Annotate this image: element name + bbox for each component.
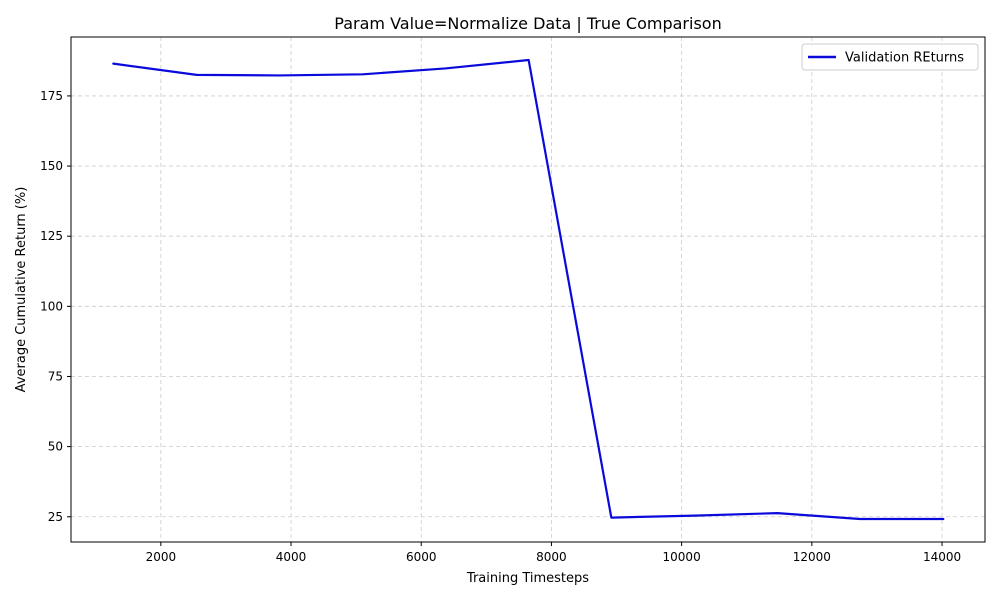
legend: Validation REturns <box>801 43 979 71</box>
x-tick-label-5: 12000 <box>793 550 831 564</box>
y-tick-label-0: 25 <box>48 510 63 524</box>
x-tick-label-6: 14000 <box>923 550 961 564</box>
y-tick-label-1: 50 <box>48 440 63 454</box>
x-axis-label: Training Timesteps <box>466 571 589 586</box>
y-tick-label-2: 75 <box>48 369 63 383</box>
series-line-0 <box>112 58 945 521</box>
x-tick-label-3: 8000 <box>536 550 567 564</box>
grid-lines <box>71 37 985 542</box>
x-tick-label-4: 10000 <box>663 550 701 564</box>
plot-frame <box>70 36 986 543</box>
y-tick-label-5: 150 <box>40 159 63 173</box>
x-tick-label-2: 6000 <box>406 550 437 564</box>
y-axis-label: Average Cumulative Return (%) <box>14 187 29 393</box>
y-axis-ticks: 25 50 75 100 125 150 175 <box>40 89 71 524</box>
x-tick-label-1: 4000 <box>276 550 307 564</box>
y-tick-label-3: 100 <box>40 299 63 313</box>
y-tick-label-6: 175 <box>40 89 63 103</box>
y-tick-label-4: 125 <box>40 229 63 243</box>
x-axis-ticks: 2000 4000 6000 8000 10000 12000 14000 <box>146 542 961 564</box>
series-layer <box>112 58 945 521</box>
x-tick-label-0: 2000 <box>146 550 177 564</box>
chart-title: Param Value=Normalize Data | True Compar… <box>334 14 721 33</box>
legend-label: Validation REturns <box>845 51 964 66</box>
legend-box <box>801 43 979 71</box>
